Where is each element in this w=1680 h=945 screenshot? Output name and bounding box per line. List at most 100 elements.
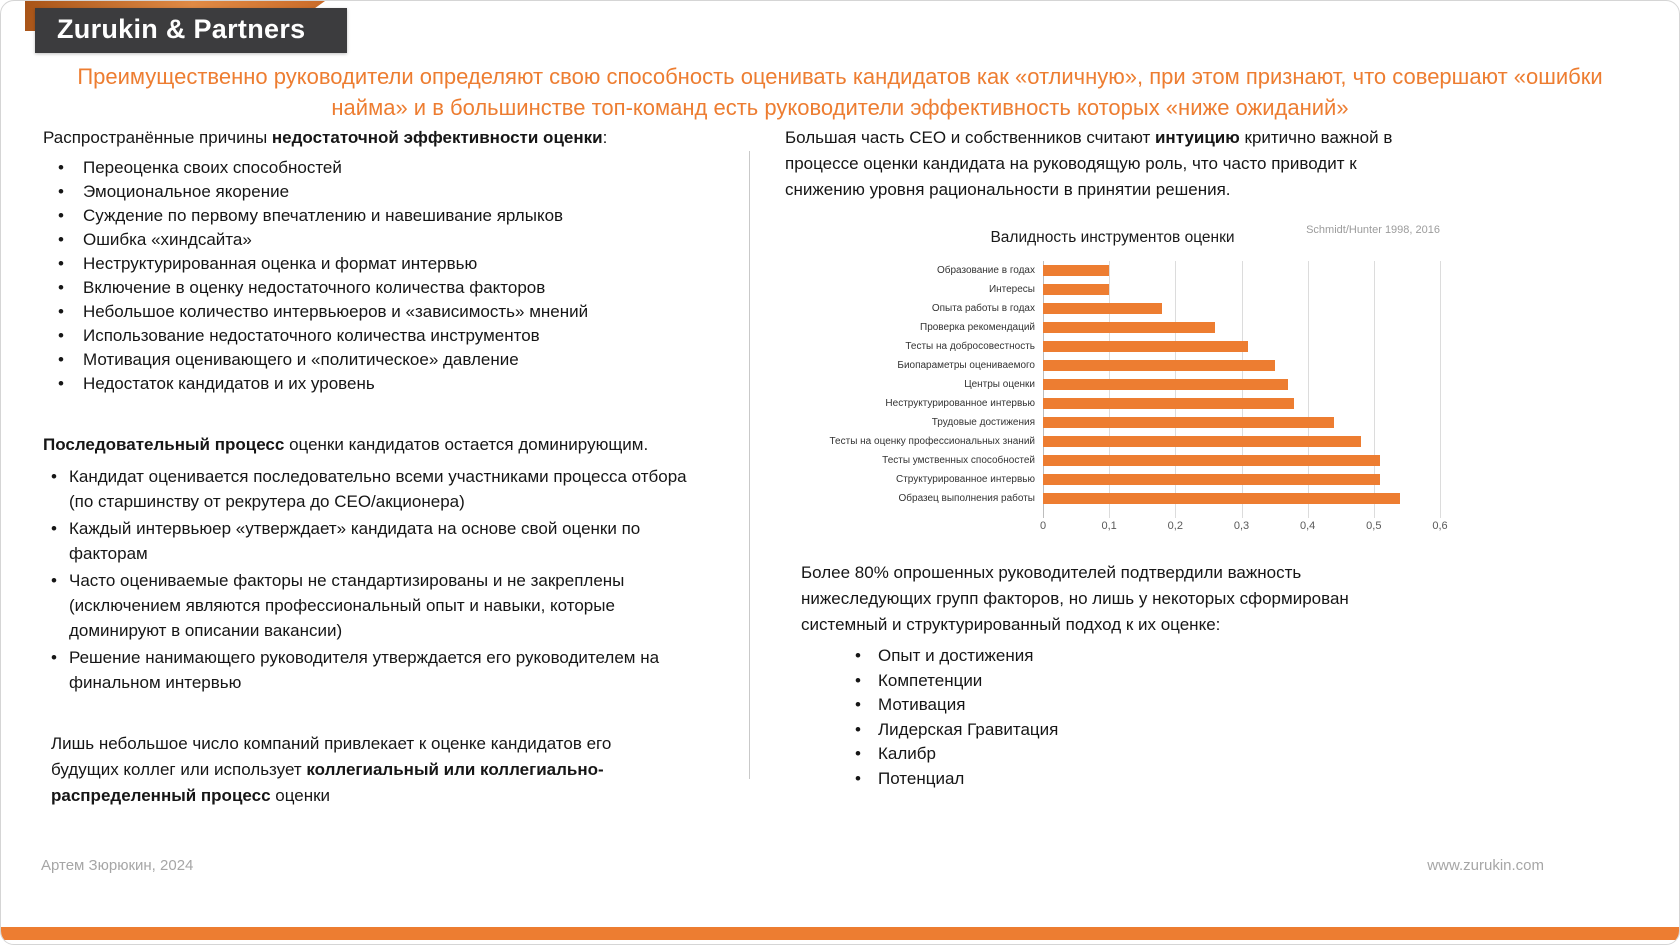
chart-category-labels: Образование в годах Интересы Опыта работы … — [785, 261, 1043, 518]
bar — [1043, 436, 1361, 447]
bar-row — [1043, 451, 1440, 470]
bar — [1043, 303, 1163, 314]
cause-item: Небольшое количество интервьюеров и «зав… — [43, 300, 733, 324]
factor-item: Компетенции — [855, 669, 1515, 694]
x-tick-label: 0 — [1039, 520, 1047, 532]
footer-author: Артем Зюрюкин, 2024 — [41, 857, 194, 874]
process-item: Решение нанимающего руководителя утвержд… — [43, 645, 703, 695]
bar-row — [1043, 318, 1440, 337]
factor-item: Мотивация — [855, 693, 1515, 718]
cause-item: Суждение по первому впечатлению и навеши… — [43, 204, 733, 228]
cause-item: Переоценка своих способностей — [43, 156, 733, 180]
causes-heading-bold: недостаточной эффективности оценки — [271, 128, 603, 147]
bar-category-label: Неструктурированное интервью — [885, 398, 1035, 409]
bar — [1043, 417, 1335, 428]
process-item: Часто оцениваемые факторы не стандартизи… — [43, 568, 703, 643]
right-column: Большая часть CEO и собственников считаю… — [785, 125, 1515, 791]
process-item: Кандидат оценивается последовательно все… — [43, 464, 703, 514]
cause-item: Ошибка «хиндсайта» — [43, 228, 733, 252]
x-tick-label: 0,6 — [1432, 520, 1448, 532]
column-divider — [749, 151, 750, 779]
process-heading: Последовательный процесс оценки кандидат… — [43, 432, 733, 457]
factors-paragraph: Более 80% опрошенных руководителей подтв… — [801, 563, 1349, 634]
process-heading-bold: Последовательный процесс — [43, 435, 285, 454]
x-tick-label: 0,5 — [1366, 520, 1382, 532]
validity-chart: Валидность инструментов оценки Schmidt/H… — [785, 224, 1448, 538]
bar-row — [1043, 337, 1440, 356]
intuition-normal-1: Большая часть CEO и собственников считаю… — [785, 128, 1155, 147]
x-tick-label: 0,1 — [1101, 520, 1117, 532]
bar-row — [1043, 375, 1440, 394]
causes-heading-tail: : — [602, 128, 608, 147]
chart-x-axis: 0 0,1 0,2 0,3 0,4 0,5 0,6 — [1039, 518, 1448, 538]
process-heading-normal: оценки кандидатов остается доминирующим. — [284, 435, 649, 454]
chart-gridline — [1440, 261, 1441, 518]
bar — [1043, 398, 1295, 409]
bar-row — [1043, 299, 1440, 318]
bar-row — [1043, 280, 1440, 299]
footer: Артем Зюрюкин, 2024 www.zurukin.com — [41, 857, 1544, 874]
factor-item: Калибр — [855, 742, 1515, 767]
bar-category-label: Тесты умственных способностей — [882, 455, 1035, 466]
bar-row — [1043, 470, 1440, 489]
bar-category-label: Образование в годах — [936, 265, 1035, 276]
x-tick-label: 0,4 — [1300, 520, 1316, 532]
causes-heading: Распространённые причины недостаточной э… — [43, 125, 733, 150]
cause-item: Неструктурированная оценка и формат инте… — [43, 252, 733, 276]
chart-title: Валидность инструментов оценки — [990, 229, 1235, 246]
factors-list: Опыт и достиженияКомпетенцииМотивацияЛид… — [855, 644, 1515, 791]
cause-item: Использование недостаточного количества … — [43, 324, 733, 348]
factor-item: Потенциал — [855, 767, 1515, 792]
bar — [1043, 474, 1381, 485]
intuition-paragraph: Большая часть CEO и собственников считаю… — [785, 125, 1430, 203]
bar — [1043, 265, 1110, 276]
bottom-accent-bar — [1, 927, 1679, 940]
left-column: Распространённые причины недостаточной э… — [43, 125, 733, 809]
cause-item: Включение в оценку недостаточного количе… — [43, 276, 733, 300]
bar — [1043, 379, 1288, 390]
bar — [1043, 493, 1401, 504]
bar-row — [1043, 432, 1440, 451]
bar — [1043, 455, 1381, 466]
bar-row — [1043, 394, 1440, 413]
bar-category-label: Образец выполнения работы — [898, 493, 1036, 504]
bar-category-label: Проверка рекомендаций — [920, 322, 1035, 333]
bar-category-label: Центры оценки — [964, 379, 1035, 390]
bar — [1043, 284, 1110, 295]
bar — [1043, 341, 1249, 352]
bar-category-label: Интересы — [988, 284, 1035, 295]
cause-item: Эмоциональное якорение — [43, 180, 733, 204]
closing-normal-2: оценки — [270, 786, 331, 805]
process-list: Кандидат оценивается последовательно все… — [43, 464, 733, 695]
process-item: Каждый интервьюер «утверждает» кандидата… — [43, 516, 703, 566]
factor-item: Лидерская Гравитация — [855, 718, 1515, 743]
cause-item: Недостаток кандидатов и их уровень — [43, 372, 733, 396]
bar-row — [1043, 261, 1440, 280]
bar — [1043, 360, 1275, 371]
x-tick-label: 0,2 — [1167, 520, 1183, 532]
logo-box: Zurukin & Partners — [35, 8, 347, 53]
closing-normal-1: Лишь небольшое число компаний привлекает… — [51, 734, 612, 779]
logo-text: Zurukin & Partners — [57, 14, 306, 44]
closing-bold: коллегиальный или коллегиально-распредел… — [51, 760, 604, 805]
bar-category-label: Тесты на оценку профессиональных знаний — [829, 436, 1036, 447]
chart-header: Валидность инструментов оценки Schmidt/H… — [785, 224, 1440, 261]
bar — [1043, 322, 1216, 333]
slide-title: Преимущественно руководители определяют … — [77, 64, 1603, 121]
factor-item: Опыт и достижения — [855, 644, 1515, 669]
intuition-bold: интуицию — [1154, 128, 1240, 147]
bar-row — [1043, 489, 1440, 508]
bar-category-label: Тесты на добросовестность — [905, 341, 1035, 352]
cause-item: Мотивация оценивающего и «политическое» … — [43, 348, 733, 372]
bar-row — [1043, 413, 1440, 432]
bar-category-label: Опыта работы в годах — [931, 303, 1035, 314]
chart-source: Schmidt/Hunter 1998, 2016 — [1306, 224, 1440, 236]
footer-website: www.zurukin.com — [1427, 857, 1544, 874]
intuition-normal-2: критично важной в процессе оценки кандид… — [785, 128, 1393, 199]
chart-gridline — [1307, 261, 1309, 518]
logo: Zurukin & Partners — [25, 1, 369, 59]
x-tick-label: 0,3 — [1233, 520, 1250, 532]
closing-paragraph: Лишь небольшое число компаний привлекает… — [43, 731, 643, 809]
chart-body: Образование в годах Интересы Опыта работы … — [785, 261, 1441, 518]
